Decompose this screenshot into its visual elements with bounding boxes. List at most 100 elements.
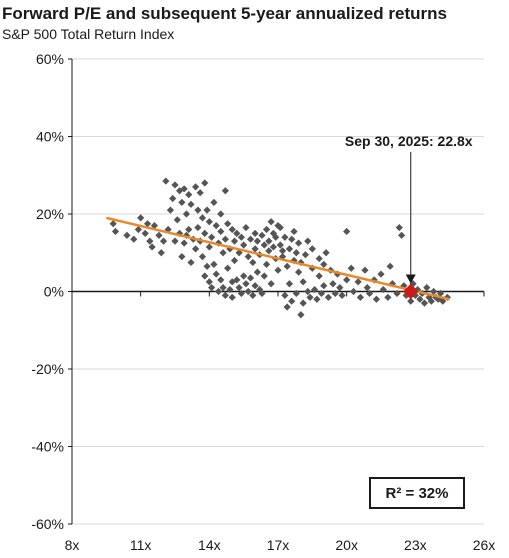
data-point (276, 241, 284, 249)
data-point (315, 272, 323, 280)
data-point (221, 187, 229, 195)
x-tick-label: 8x (65, 537, 80, 553)
data-point (208, 233, 216, 241)
y-tick-label: 40% (36, 129, 64, 145)
data-point (185, 225, 193, 234)
data-point (242, 223, 250, 232)
data-point (416, 295, 424, 303)
data-point (295, 268, 303, 276)
data-point (134, 225, 142, 234)
x-tick-label: 14x (198, 537, 221, 553)
data-point (187, 258, 195, 267)
data-point (377, 270, 385, 278)
data-point (398, 231, 406, 239)
data-point (249, 291, 257, 299)
data-point (205, 243, 213, 251)
data-point (143, 220, 152, 228)
data-point (356, 293, 364, 301)
x-tick-label: 26x (473, 537, 496, 553)
data-point (336, 284, 344, 292)
data-point (363, 284, 371, 292)
data-point (226, 285, 234, 294)
data-point (171, 181, 179, 189)
data-point (322, 249, 330, 257)
data-point (324, 293, 332, 301)
data-point (194, 223, 202, 232)
data-point (283, 303, 291, 311)
data-point (372, 295, 381, 303)
data-point (331, 289, 339, 298)
data-point (178, 253, 186, 261)
data-point (274, 266, 282, 274)
chart-subtitle: S&P 500 Total Return Index (2, 26, 175, 42)
y-tick-label: 60% (36, 51, 64, 67)
data-point (187, 200, 195, 208)
data-point (295, 239, 303, 247)
data-point (180, 239, 188, 247)
data-point (278, 247, 287, 255)
data-point (276, 223, 284, 232)
data-point (155, 231, 163, 239)
data-point (192, 245, 200, 253)
data-point (258, 231, 266, 239)
data-point (162, 177, 170, 185)
data-point (123, 231, 131, 239)
data-point (198, 253, 207, 261)
data-point (203, 262, 211, 270)
data-point (365, 289, 374, 298)
data-point (210, 198, 218, 206)
data-point (299, 278, 307, 286)
data-point (258, 289, 266, 298)
data-point (283, 262, 291, 270)
data-point (349, 287, 358, 296)
data-point (436, 289, 445, 298)
data-point (244, 287, 252, 296)
y-tick-label: -20% (31, 361, 64, 377)
data-point (269, 229, 278, 237)
data-point (212, 222, 220, 230)
data-point (265, 247, 273, 255)
data-point (228, 225, 236, 234)
data-point (203, 206, 211, 214)
data-point (109, 220, 117, 228)
data-point (159, 237, 168, 245)
data-point (192, 183, 200, 191)
data-point (301, 251, 310, 259)
chart-title: Forward P/E and subsequent 5-year annual… (2, 4, 447, 23)
data-point (297, 311, 305, 319)
data-point (393, 289, 401, 298)
data-point (217, 276, 225, 284)
data-point (237, 233, 245, 241)
data-point (240, 241, 248, 249)
data-point (205, 218, 213, 226)
annotation-arrowhead (405, 274, 416, 284)
data-point (253, 237, 261, 245)
data-point (169, 194, 177, 203)
data-point (137, 214, 145, 222)
data-point (262, 260, 271, 268)
data-point (157, 249, 165, 257)
data-point (267, 280, 275, 288)
data-point (242, 280, 250, 288)
data-point (423, 284, 431, 292)
data-point (150, 222, 158, 230)
x-tick-label: 17x (267, 537, 290, 553)
data-point (292, 289, 300, 298)
data-point (281, 291, 289, 299)
data-point (420, 299, 429, 307)
y-axis-ticks: 60% 40% 20% 0% -20% -40% -60% (31, 51, 72, 532)
data-point (313, 295, 321, 303)
data-point (329, 280, 337, 288)
data-point (288, 235, 296, 243)
data-point (281, 233, 289, 241)
data-point (171, 237, 179, 245)
data-point (311, 285, 319, 294)
data-point (228, 293, 236, 301)
data-point (361, 266, 369, 274)
data-point (320, 260, 328, 268)
data-point (290, 227, 298, 236)
y-tick-label: 20% (36, 206, 64, 222)
data-point (430, 287, 438, 296)
y-tick-label: 0% (44, 284, 64, 300)
data-point (320, 282, 328, 290)
